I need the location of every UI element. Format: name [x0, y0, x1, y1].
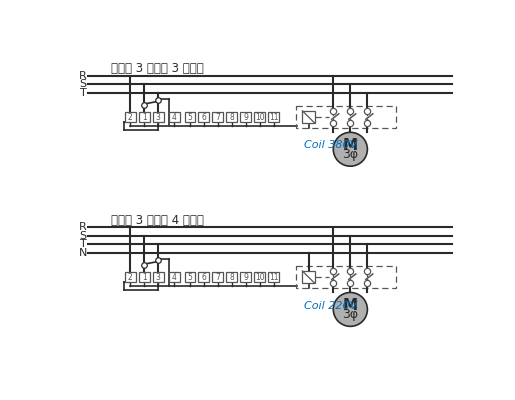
Text: S: S	[79, 79, 87, 89]
Text: R: R	[79, 71, 87, 81]
Bar	[198, 272, 209, 282]
Bar	[227, 112, 237, 122]
Bar	[296, 106, 396, 128]
Text: 4: 4	[172, 273, 177, 282]
Text: แบบ 3 เฟส 4 สาย: แบบ 3 เฟส 4 สาย	[111, 214, 204, 226]
Bar	[296, 266, 396, 288]
Text: 11: 11	[269, 113, 279, 122]
Text: 6: 6	[201, 273, 207, 282]
Bar	[139, 112, 150, 122]
Text: 3φ: 3φ	[342, 308, 358, 321]
Bar	[254, 112, 265, 122]
Bar	[153, 112, 164, 122]
Text: 5: 5	[187, 113, 193, 122]
Bar	[169, 112, 180, 122]
Bar	[198, 112, 209, 122]
Circle shape	[333, 132, 367, 166]
Text: N: N	[79, 248, 87, 258]
Text: 6: 6	[201, 113, 207, 122]
Text: 3: 3	[156, 273, 161, 282]
Text: แบบ 3 เฟส 3 สาย: แบบ 3 เฟส 3 สาย	[111, 62, 203, 75]
Text: T: T	[80, 88, 87, 98]
Text: M: M	[343, 298, 358, 313]
Text: M: M	[343, 138, 358, 153]
Text: 2: 2	[128, 273, 133, 282]
Text: 4: 4	[172, 113, 177, 122]
Text: S: S	[79, 231, 87, 241]
Text: 7: 7	[215, 273, 220, 282]
Text: 3φ: 3φ	[342, 148, 358, 161]
Text: 1: 1	[142, 113, 147, 122]
Bar	[169, 272, 180, 282]
Text: 10: 10	[255, 273, 265, 282]
Circle shape	[333, 292, 367, 326]
Text: 9: 9	[243, 113, 248, 122]
Bar	[139, 272, 150, 282]
Bar	[212, 112, 223, 122]
Bar	[241, 112, 251, 122]
Bar	[125, 112, 135, 122]
Text: 8: 8	[229, 113, 234, 122]
Bar	[268, 112, 279, 122]
Bar	[268, 272, 279, 282]
Text: T: T	[80, 239, 87, 249]
Text: 3: 3	[156, 113, 161, 122]
Bar	[184, 272, 195, 282]
Text: 1: 1	[142, 273, 147, 282]
Text: Coil 220V: Coil 220V	[304, 300, 357, 310]
Text: 2: 2	[128, 113, 133, 122]
Text: Coil 380V: Coil 380V	[304, 140, 357, 150]
Text: 7: 7	[215, 113, 220, 122]
Text: 11: 11	[269, 273, 279, 282]
Bar	[241, 272, 251, 282]
Text: 10: 10	[255, 113, 265, 122]
Bar	[302, 111, 315, 123]
Text: 8: 8	[229, 273, 234, 282]
Bar	[153, 272, 164, 282]
Bar	[212, 272, 223, 282]
Bar	[254, 272, 265, 282]
Text: R: R	[79, 222, 87, 232]
Bar	[125, 272, 135, 282]
Bar	[302, 271, 315, 283]
Bar	[184, 112, 195, 122]
Bar	[227, 272, 237, 282]
Text: 9: 9	[243, 273, 248, 282]
Text: 5: 5	[187, 273, 193, 282]
